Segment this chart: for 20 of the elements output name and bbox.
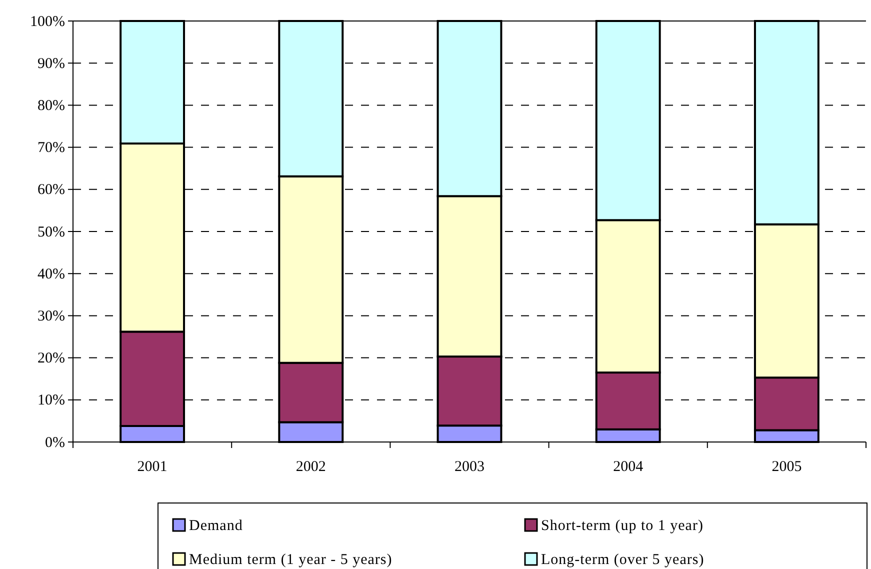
legend-label: Demand [189, 518, 243, 534]
y-tick-label: 40% [38, 266, 65, 282]
legend-label: Long-term (over 5 years) [541, 552, 704, 568]
x-tick-label: 2004 [613, 459, 644, 475]
x-tick-label: 2002 [296, 459, 326, 475]
y-tick-label: 100% [30, 14, 65, 30]
legend-label: Medium term (1 year - 5 years) [189, 552, 392, 568]
y-tick-label: 70% [38, 140, 65, 156]
x-tick-label: 2003 [454, 459, 484, 475]
y-tick-label: 90% [38, 56, 65, 72]
x-tick-label: 2005 [772, 459, 802, 475]
y-tick-label: 60% [38, 182, 65, 198]
y-tick-label: 80% [38, 98, 65, 114]
y-tick-label: 20% [38, 350, 65, 367]
x-tick-label: 2001 [137, 459, 168, 475]
y-tick-label: 50% [38, 224, 65, 240]
y-tick-label: 30% [38, 308, 65, 324]
y-tick-label: 10% [38, 392, 65, 409]
y-tick-label: 0% [45, 434, 65, 451]
legend-label: Short-term (up to 1 year) [541, 518, 704, 534]
